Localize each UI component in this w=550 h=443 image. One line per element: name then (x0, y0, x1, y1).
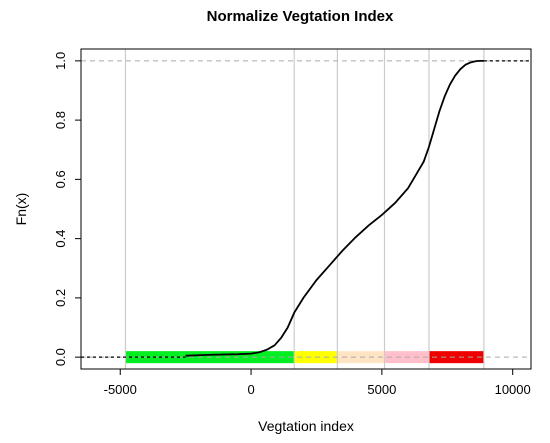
y-tick-label-4: 0.8 (53, 111, 68, 129)
x-tick-label-3: 10000 (495, 382, 531, 397)
y-axis-label: Fn(x) (13, 193, 29, 226)
y-tick-label-1: 0.2 (53, 289, 68, 307)
y-tick-label-3: 0.6 (53, 170, 68, 188)
axes: -5000 0 5000 10000 0.0 0.2 0.4 0.6 0.8 1.0 (53, 52, 531, 397)
color-band-4 (428, 351, 484, 364)
x-axis-label: Vegtation index (258, 418, 354, 434)
x-tick-label-2: 5000 (367, 382, 396, 397)
ecdf-line (185, 59, 484, 357)
plot-area (81, 49, 531, 369)
x-tick-label-0: -5000 (104, 382, 137, 397)
y-tick-label-2: 0.4 (53, 230, 68, 248)
y-tick-label-5: 1.0 (53, 52, 68, 70)
y-tick-label-0: 0.0 (53, 348, 68, 366)
plot-frame (80, 48, 532, 370)
chart-title: Normalize Vegtation Index (207, 8, 394, 25)
x-tick-label-1: 0 (247, 382, 254, 397)
